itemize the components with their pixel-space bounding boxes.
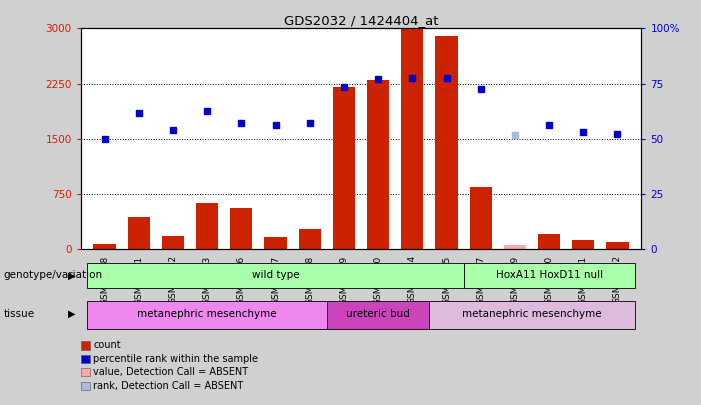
Text: metanephric mesenchyme: metanephric mesenchyme	[462, 309, 601, 319]
Text: count: count	[93, 341, 121, 350]
Bar	[88, 301, 327, 328]
Text: tissue: tissue	[4, 309, 34, 319]
Text: HoxA11 HoxD11 null: HoxA11 HoxD11 null	[496, 270, 603, 280]
Bar	[128, 217, 150, 249]
Text: rank, Detection Call = ABSENT: rank, Detection Call = ABSENT	[93, 381, 243, 390]
Text: metanephric mesenchyme: metanephric mesenchyme	[137, 309, 277, 319]
Bar	[299, 229, 321, 249]
Bar	[196, 203, 218, 249]
Text: ▶: ▶	[68, 309, 76, 319]
Bar	[333, 87, 355, 249]
Bar	[162, 236, 184, 249]
Text: percentile rank within the sample: percentile rank within the sample	[93, 354, 258, 364]
Text: genotype/variation: genotype/variation	[4, 271, 102, 280]
Bar	[264, 237, 287, 249]
Text: ▶: ▶	[68, 271, 76, 280]
Title: GDS2032 / 1424404_at: GDS2032 / 1424404_at	[284, 14, 438, 27]
Bar	[93, 243, 116, 249]
Bar	[327, 301, 430, 328]
Bar	[463, 262, 634, 288]
Text: ureteric bud: ureteric bud	[346, 309, 410, 319]
Bar	[88, 262, 463, 288]
Text: wild type: wild type	[252, 270, 299, 280]
Bar	[435, 36, 458, 249]
Bar	[367, 80, 389, 249]
Bar	[606, 242, 629, 249]
Text: value, Detection Call = ABSENT: value, Detection Call = ABSENT	[93, 367, 248, 377]
Bar	[230, 208, 252, 249]
Bar	[504, 245, 526, 249]
Bar	[470, 187, 492, 249]
Bar	[538, 234, 560, 249]
Bar	[401, 28, 423, 249]
Bar	[572, 239, 594, 249]
Bar	[430, 301, 634, 328]
